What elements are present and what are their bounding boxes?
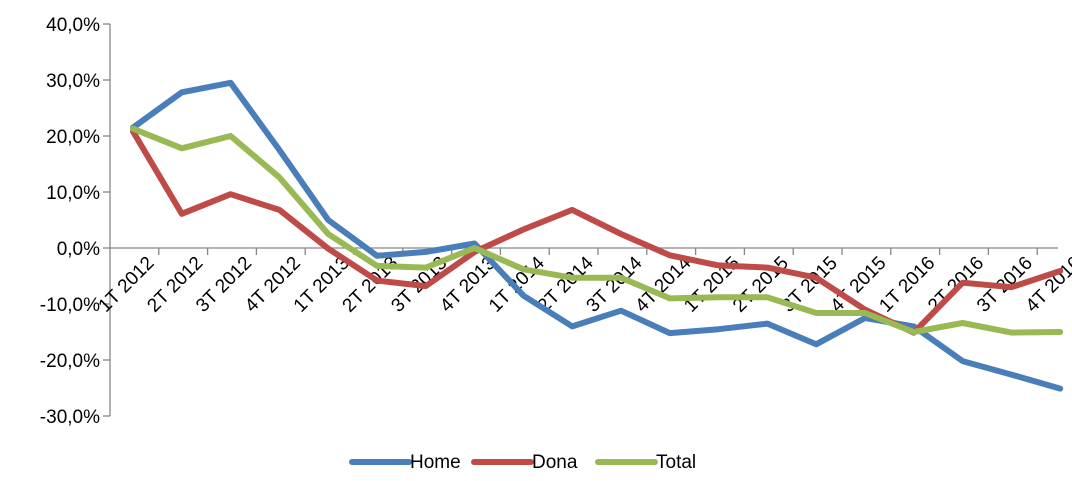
series-line-total [130,125,1064,336]
series-line-home [130,79,1064,392]
legend: Home Dona Total [349,452,696,473]
y-tick-label: -10,0% [40,295,100,316]
y-tick-label: -30,0% [40,407,100,428]
y-tick-label: 0,0% [57,239,100,260]
legend-label-home: Home [410,452,461,473]
y-axis: 40,0% 30,0% 20,0% 10,0% 0,0% -10,0% -20,0% -30,… [40,15,111,428]
legend-label-total: Total [656,452,696,473]
y-tick-label: 20,0% [46,127,100,148]
y-tick-label: 10,0% [46,183,100,204]
series-lines [130,79,1064,392]
y-tick-label: 30,0% [46,71,100,92]
legend-label-dona: Dona [532,452,578,473]
y-tick-label: 40,0% [46,15,100,36]
y-tick-label: -20,0% [40,351,100,372]
